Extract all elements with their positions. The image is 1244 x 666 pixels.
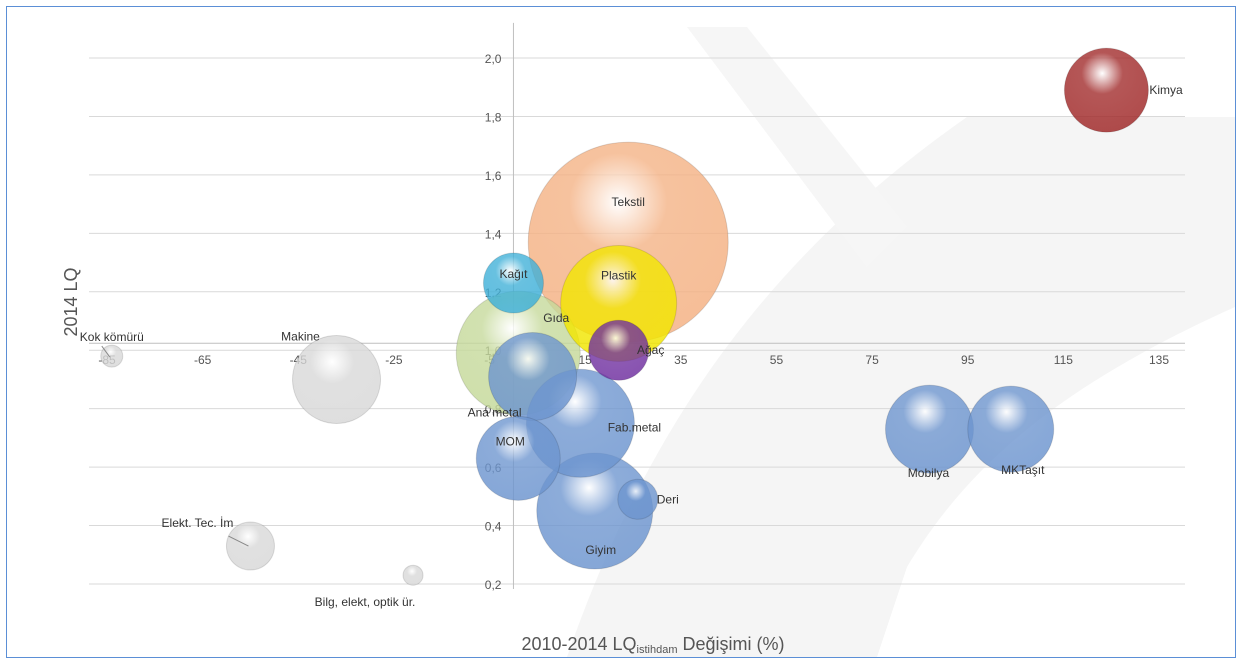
bubble-label: Bilg, elekt, optik ür. — [315, 595, 416, 609]
bubble-kok-kömürü — [100, 344, 124, 368]
watermark-logo — [567, 27, 1235, 657]
y-tick-label: 1,6 — [485, 169, 502, 183]
bubble-bilg-elekt-optik-ür- — [402, 564, 424, 586]
x-axis-title-sub: istihdam — [637, 644, 678, 656]
bubble-labels: Tekstil Gıda Plastik Ağaç Kağıt Ana metal Fab.… — [80, 83, 1183, 609]
bubble-label: MOM — [496, 434, 525, 448]
y-tick-label: 1,8 — [485, 110, 502, 124]
bubble-label: Kağıt — [499, 267, 528, 281]
bubble-label: Kok kömürü — [80, 330, 144, 344]
bubble-mom — [475, 415, 561, 501]
bubble-label: Plastik — [601, 268, 637, 282]
bubble-label: Deri — [657, 492, 679, 506]
x-tick-label: 75 — [865, 353, 879, 367]
bubble-label: Makine — [281, 329, 320, 343]
bubble-chart: 0,20,40,60,81,01,21,41,61,82,0 -85-65-45… — [61, 22, 1235, 657]
x-tick-label: 35 — [674, 353, 688, 367]
bubble-label: Tekstil — [612, 195, 645, 209]
bubble-elekt-tec-i-m — [225, 521, 275, 571]
bubble-kimya — [1063, 47, 1149, 133]
x-tick-label: 95 — [961, 353, 975, 367]
x-axis-title: 2010-2014 LQistihdam Değişimi (%) — [521, 634, 784, 656]
y-axis-title: 2014 LQ — [61, 267, 81, 336]
bubbles — [100, 47, 1149, 586]
bubble-mobilya — [884, 384, 974, 474]
watermark-shape-lower — [567, 117, 1235, 657]
watermark-shape-upper — [687, 27, 907, 267]
bubble-makine — [292, 334, 382, 424]
x-tick-label: 135 — [1149, 353, 1169, 367]
x-tick-label: -65 — [194, 353, 212, 367]
y-tick-label: 0,2 — [485, 578, 502, 592]
bubble-label: MKTaşıt — [1001, 463, 1045, 477]
chart-frame: 0,20,40,60,81,01,21,41,61,82,0 -85-65-45… — [6, 6, 1236, 658]
leader-line — [228, 535, 249, 547]
bubble-mktaşıt — [967, 385, 1055, 473]
y-tick-label: 1,4 — [485, 227, 502, 241]
x-axis-title-main: 2010-2014 LQ — [521, 634, 636, 654]
bubble-label: Ağaç — [637, 343, 664, 357]
bubble-deri — [617, 478, 659, 520]
x-axis-title-suffix: Değişimi (%) — [678, 634, 785, 654]
x-tick-label: 15 — [579, 353, 593, 367]
bubble-label: Giyim — [585, 543, 616, 557]
bubble-label: Kimya — [1149, 83, 1183, 97]
bubble-label: Gıda — [543, 311, 569, 325]
x-tick-label: -25 — [385, 353, 403, 367]
leader-line — [101, 345, 111, 358]
bubble-kağıt — [482, 252, 544, 314]
bubble-label: Ana metal — [468, 406, 522, 420]
y-tick-label: 2,0 — [485, 52, 502, 66]
x-tick-label: 115 — [1054, 353, 1073, 367]
bubble-label: Elekt. Tec. İm — [162, 516, 234, 530]
bubble-label: Mobilya — [908, 466, 950, 480]
x-tick-label: 55 — [770, 353, 784, 367]
y-tick-label: 0,4 — [485, 520, 502, 534]
bubble-ağaç — [588, 319, 650, 381]
bubble-label: Fab.metal — [608, 420, 661, 434]
